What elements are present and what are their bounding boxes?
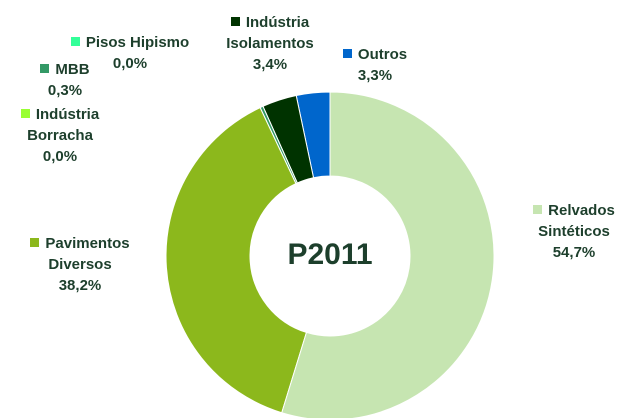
category-label: Indústria Isolamentos [226,14,314,52]
value-label: 54,7% [552,244,596,261]
category-label: Indústria Borracha [27,106,100,144]
value-label: 0,3% [47,82,83,99]
slice-label: MBB 0,3% [20,59,110,101]
slice-label: Outros 3,3% [320,44,430,86]
legend-marker [230,17,240,26]
slice-label: Pavimentos Diversos 38,2% [10,233,150,296]
legend-marker [20,109,30,118]
slice-label: Indústria Isolamentos 3,4% [195,12,345,75]
category-label: Relvados Sintéticos [538,202,615,240]
slice [262,94,315,184]
legend-marker [533,205,543,214]
value-label: 3,3% [357,67,393,84]
value-label: 0,0% [112,55,148,72]
slice-label: Pisos Hipismo 0,0% [50,32,210,74]
slice-label: Relvados Sintéticos 54,7% [520,200,628,263]
slice-label: Indústria Borracha 0,0% [5,104,115,167]
category-label: MBB [55,61,90,78]
category-label: Outros [357,46,408,63]
value-label: 38,2% [58,277,102,294]
slice [165,106,308,414]
value-label: 3,4% [252,56,288,73]
legend-marker [40,64,50,73]
center-label: P2011 [287,238,372,271]
category-label: Pisos Hipismo [85,34,190,51]
legend-marker [342,49,352,58]
slice [281,91,495,418]
legend-marker [30,238,40,247]
legend-marker [70,37,80,46]
value-label: 0,0% [42,148,78,165]
category-label: Pavimentos Diversos [45,235,130,273]
